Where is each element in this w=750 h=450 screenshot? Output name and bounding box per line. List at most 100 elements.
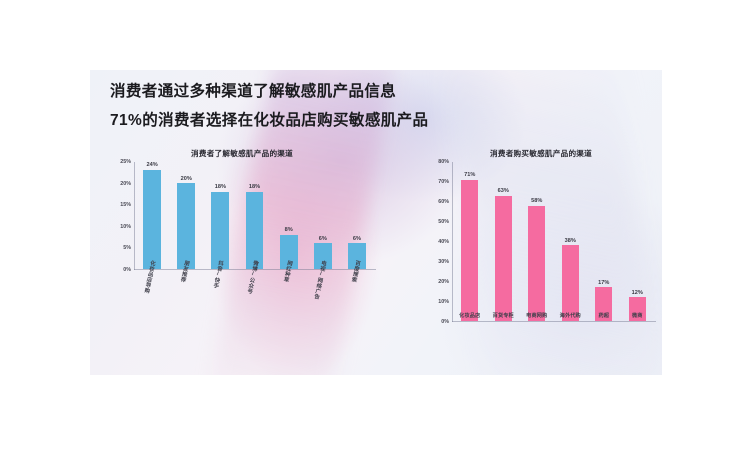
bar-slot: 58% [520,162,554,321]
x-label-slot: 网红种草 [272,260,306,300]
bar-value-label: 20% [180,175,192,182]
y-tick-right: 20% [438,279,449,285]
bar-slot: 18% [203,162,237,269]
x-axis-label: 朋友推荐 [179,259,190,283]
x-label-slot: 百货专柜 [487,312,521,319]
bar [313,243,332,269]
bar-slot: 18% [237,162,271,269]
bar [494,195,512,321]
bar-value-label: 58% [531,198,543,205]
y-axis-right: 80% 70% 60% 50% 40% 30% 20% 10% 0% [426,159,452,325]
x-axis-label: 百货专柜 [492,313,514,319]
y-axis-line-right [452,162,453,322]
plot-area-right: 80% 70% 60% 50% 40% 30% 20% 10% 0% 71% 63% 58% 38% 1… [426,159,656,325]
bar-value-label: 6% [318,235,327,242]
bar-value-label: 24% [146,162,158,168]
y-axis-line-left [134,162,135,270]
bar-value-label: 71% [464,172,476,179]
x-label-slot: 药超 [587,312,621,319]
y-tick-right: 0% [441,319,449,325]
bar [245,191,264,269]
x-label-slot: 百度搜索 [340,260,374,300]
bar-value-label: 6% [352,235,361,242]
bar [348,243,366,269]
bar-value-label: 18% [214,184,226,191]
x-axis-labels-right: 化妆品店 百货专柜 电商网购 海外代购 药超 微商 [453,312,654,319]
y-tick-right: 10% [438,299,449,305]
x-label-slot: 电视/网络广告 [306,260,340,300]
bar-value-label: 38% [564,237,576,244]
x-axis-line-left [134,269,376,270]
y-tick-left: 0% [123,267,131,273]
bar-slot: 38% [554,162,588,321]
bar-slot: 12% [621,162,655,321]
x-label-slot: 化妆品店 [453,312,487,319]
bar [143,169,161,269]
x-axis-label: 海外代购 [559,313,581,319]
x-label-slot: 微商 [621,312,655,319]
bar [595,287,613,321]
bar [628,297,646,321]
bar-slot: 20% [169,162,203,269]
bar-value-label: 12% [631,289,643,296]
bar-slot: 63% [487,162,521,321]
y-tick-right: 50% [438,219,449,225]
x-label-slot: 海外代购 [554,312,588,319]
x-axis-label: 抖音/快手 [212,259,225,289]
x-label-slot: 抖音/快手 [203,260,237,300]
x-label-slot: 朋友推荐 [169,260,203,300]
bar-value-label: 17% [598,279,610,286]
bar [461,179,479,321]
y-tick-right: 40% [438,239,449,245]
y-tick-left: 20% [120,180,131,187]
bar-slot: 6% [340,162,374,269]
bar-value-label: 18% [248,184,261,191]
y-axis-left: 25% 20% 15% 10% 5% 0% [108,159,134,273]
bar-value-label: 8% [284,227,293,234]
x-axis-line-right [452,321,656,322]
x-axis-label: 微商 [631,313,643,319]
x-axis-label: 微博/公众号 [245,259,259,295]
bar-slot: 6% [306,162,340,269]
bar-value-label: 63% [497,188,509,195]
y-tick-right: 60% [438,199,449,205]
x-axis-label: 电视/网络广告 [312,259,327,300]
x-axis-label: 化妆品店导购 [142,259,156,294]
slide-panel: 消费者通过多种渠道了解敏感肌产品信息 71%的消费者选择在化妆品店购买敏感肌产品… [90,70,662,375]
bar-group-left: 24% 20% 18% 18% 8% 6% 6% [135,162,374,269]
bar [561,245,579,321]
x-axis-label: 药超 [598,313,610,319]
bar [528,205,546,321]
x-axis-label: 电商网购 [526,313,548,319]
x-axis-label: 网红种草 [281,259,293,283]
headline-line-1: 消费者通过多种渠道了解敏感肌产品信息 [110,83,397,100]
y-tick-right: 70% [438,179,449,185]
x-label-slot: 电商网购 [520,312,554,319]
x-axis-labels-left: 化妆品店导购 朋友推荐 抖音/快手 微博/公众号 网红种草 电视/网络广告 百度搜索 [135,260,374,300]
y-tick-left: 15% [120,202,131,209]
bar-slot: 24% [135,162,169,269]
bar-slot: 17% [587,162,621,321]
headline-line-2: 71%的消费者选择在化妆品店购买敏感肌产品 [110,111,429,129]
bar [211,191,230,269]
y-tick-left: 25% [120,159,131,165]
chart-awareness-channels: 消费者了解敏感肌产品的渠道 25% 20% 15% 10% 5% 0% 24% 20% 18%… [108,148,376,366]
chart-title-left: 消费者了解敏感肌产品的渠道 [191,149,293,158]
y-tick-left: 10% [120,223,131,230]
plot-area-left: 25% 20% 15% 10% 5% 0% 24% 20% 18% 18% 8% 6% 6% [108,159,376,273]
bar-slot: 8% [272,162,306,269]
chart-purchase-channels: 消费者购买敏感肌产品的渠道 80% 70% 60% 50% 40% 30% 20% 10% 0%… [426,148,656,366]
bar-slot: 71% [453,162,487,321]
y-tick-left: 5% [123,245,131,252]
x-axis-label: 化妆品店 [459,313,481,319]
bar [177,183,196,269]
bar [279,234,298,269]
y-tick-right: 30% [438,259,449,265]
x-axis-label: 百度搜索 [350,259,361,283]
headline-block: 消费者通过多种渠道了解敏感肌产品信息 71%的消费者选择在化妆品店购买敏感肌产品 [110,84,428,141]
bar-group-right: 71% 63% 58% 38% 17% 12% [453,162,654,321]
x-label-slot: 微博/公众号 [237,260,271,300]
chart-title-right: 消费者购买敏感肌产品的渠道 [490,149,592,158]
y-tick-right: 80% [438,159,449,165]
